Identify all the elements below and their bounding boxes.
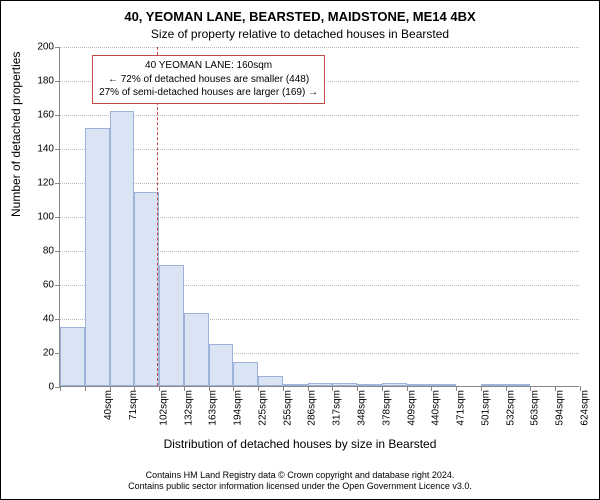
bar [233,362,258,386]
bar [481,384,506,386]
attribution-line2: Contains public sector information licen… [1,481,599,493]
xtick-mark [134,386,135,391]
xtick-label: 409sqm [406,390,417,426]
xtick-mark [233,386,234,391]
xtick-mark [407,386,408,391]
annotation-line1: 40 YEOMAN LANE: 160sqm [99,59,318,73]
ytick-label: 160 [37,110,54,121]
attribution-text: Contains HM Land Registry data © Crown c… [1,470,599,493]
xtick-mark [283,386,284,391]
bar [184,313,209,386]
xtick-mark [456,386,457,391]
xtick-label: 255sqm [282,390,293,426]
ytick-label: 120 [37,178,54,189]
bar [357,384,382,386]
xtick-label: 594sqm [555,390,566,426]
ytick-mark [55,115,60,116]
xtick-label: 286sqm [307,390,318,426]
xtick-label: 225sqm [258,390,269,426]
ytick-mark [55,149,60,150]
ytick-label: 180 [37,76,54,87]
xtick-mark [332,386,333,391]
ytick-label: 60 [43,280,54,291]
xtick-mark [209,386,210,391]
bar [506,384,531,386]
xtick-label: 132sqm [183,390,194,426]
xtick-label: 194sqm [233,390,244,426]
ytick-mark [55,319,60,320]
xtick-mark [184,386,185,391]
xtick-label: 440sqm [431,390,442,426]
ytick-label: 40 [43,314,54,325]
xtick-mark [110,386,111,391]
bar [283,384,308,386]
ytick-mark [55,285,60,286]
bar [308,383,333,386]
xtick-label: 348sqm [357,390,368,426]
bar [85,128,110,386]
xtick-label: 532sqm [505,390,516,426]
chart-title-line1: 40, YEOMAN LANE, BEARSTED, MAIDSTONE, ME… [1,9,599,24]
annotation-line2: ← 72% of detached houses are smaller (44… [99,73,318,87]
bar [382,383,407,386]
xtick-mark [530,386,531,391]
ytick-mark [55,251,60,252]
xtick-mark [506,386,507,391]
x-axis-label: Distribution of detached houses by size … [1,437,599,451]
ytick-label: 80 [43,246,54,257]
xtick-mark [85,386,86,391]
xtick-label: 102sqm [158,390,169,426]
xtick-label: 378sqm [381,390,392,426]
xtick-mark [431,386,432,391]
ytick-label: 100 [37,212,54,223]
bar [110,111,135,386]
xtick-label: 471sqm [456,390,467,426]
annotation-box: 40 YEOMAN LANE: 160sqm← 72% of detached … [92,55,325,104]
attribution-line1: Contains HM Land Registry data © Crown c… [1,470,599,482]
xtick-mark [555,386,556,391]
bar [258,376,283,386]
ytick-label: 140 [37,144,54,155]
gridline [60,47,579,48]
ytick-mark [55,217,60,218]
xtick-label: 40sqm [103,390,114,420]
chart-title-line2: Size of property relative to detached ho… [1,27,599,41]
xtick-mark [382,386,383,391]
xtick-mark [159,386,160,391]
ytick-label: 20 [43,348,54,359]
gridline [60,149,579,150]
xtick-label: 563sqm [530,390,541,426]
gridline [60,183,579,184]
bar [159,265,184,386]
xtick-label: 317sqm [332,390,343,426]
gridline [60,115,579,116]
bar [209,344,234,387]
plot-area: 02040608010012014016018020040sqm71sqm102… [59,47,579,387]
xtick-label: 163sqm [208,390,219,426]
xtick-mark [580,386,581,391]
bar [332,383,357,386]
xtick-mark [258,386,259,391]
ytick-label: 0 [48,382,54,393]
ytick-label: 200 [37,42,54,53]
y-axis-label: Number of detached properties [9,52,23,217]
xtick-mark [308,386,309,391]
chart-container: 40, YEOMAN LANE, BEARSTED, MAIDSTONE, ME… [0,0,600,500]
bar [60,327,85,387]
xtick-mark [357,386,358,391]
ytick-mark [55,47,60,48]
xtick-label: 501sqm [480,390,491,426]
xtick-label: 624sqm [579,390,590,426]
annotation-line3: 27% of semi-detached houses are larger (… [99,86,318,100]
xtick-mark [481,386,482,391]
bar [431,384,456,386]
ytick-mark [55,81,60,82]
bar [407,384,432,386]
ytick-mark [55,183,60,184]
bar [134,192,159,386]
xtick-mark [60,386,61,391]
xtick-label: 71sqm [128,390,139,420]
